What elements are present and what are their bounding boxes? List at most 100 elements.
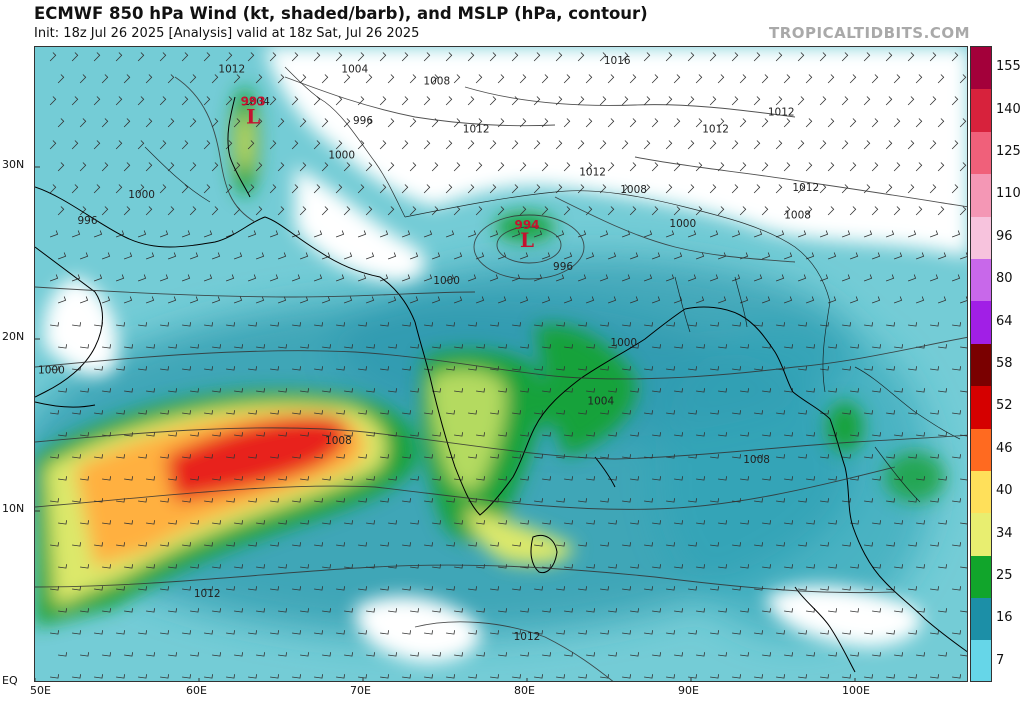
wind-barb [58, 344, 67, 349]
wind-barb [93, 230, 103, 238]
wind-barb [520, 476, 529, 481]
pressure-label: 1008 [423, 75, 450, 87]
wind-barb [49, 184, 57, 194]
wind-barb [819, 96, 827, 106]
wind-barb [585, 74, 593, 84]
wind-barb [586, 344, 595, 349]
wind-barb [586, 432, 595, 437]
wind-barb [93, 140, 101, 150]
wind-barb [608, 520, 617, 525]
wind-barb [534, 366, 543, 371]
wind-barb [819, 230, 829, 238]
wind-barb [248, 410, 257, 415]
wind-barb [446, 366, 455, 371]
wind-barb [72, 410, 81, 415]
wind-barb [424, 366, 433, 371]
wind-barb [776, 410, 785, 415]
wind-barb [797, 184, 805, 194]
pressure-label: 1016 [604, 55, 631, 67]
wind-barb [101, 74, 109, 84]
wind-barb [160, 322, 169, 327]
wind-barb [534, 542, 543, 547]
wind-barb [278, 652, 287, 657]
wind-barb [366, 652, 375, 657]
wind-barb [578, 498, 587, 503]
lon-label: 100E [842, 684, 870, 697]
wind-barb [952, 366, 961, 371]
wind-barb [138, 674, 147, 679]
wind-barb [586, 520, 595, 525]
wind-barb [666, 410, 675, 415]
lon-label: 80E [514, 684, 535, 697]
colorbar-label: 25 [996, 568, 1013, 583]
wind-barb [556, 542, 565, 547]
wind-barb [445, 274, 455, 282]
wind-barb [710, 366, 719, 371]
wind-barb [585, 252, 595, 260]
wind-barb [849, 206, 857, 216]
wind-barb [762, 388, 771, 393]
wind-barb [476, 388, 485, 393]
wind-barb [754, 630, 763, 635]
wind-barb [498, 564, 507, 569]
wind-barb [116, 498, 125, 503]
wind-barb [842, 674, 851, 679]
wind-barb [563, 162, 571, 172]
wind-barb [695, 206, 703, 216]
wind-barb [827, 118, 835, 128]
wind-barb [357, 52, 365, 62]
wind-barb [916, 476, 925, 481]
wind-barb [621, 140, 629, 150]
wind-barb [710, 410, 719, 415]
wind-barb [145, 118, 153, 128]
wind-barb [379, 184, 387, 194]
wind-barb [930, 586, 939, 591]
wind-barb [314, 542, 323, 547]
wind-barb [651, 252, 661, 260]
wind-barb [607, 162, 615, 172]
wind-barb [864, 542, 873, 547]
wind-barb [256, 476, 265, 481]
wind-barb [519, 206, 527, 216]
wind-barb [387, 206, 395, 216]
wind-barb [322, 564, 331, 569]
wind-barb [314, 454, 323, 459]
wind-barb [652, 652, 661, 657]
wind-barb [541, 252, 551, 260]
wind-barb [740, 520, 749, 525]
wind-barb [71, 184, 79, 194]
wind-barb [622, 498, 631, 503]
wind-barb [343, 162, 351, 172]
wind-barb [930, 366, 939, 371]
wind-barb [379, 96, 387, 106]
wind-barb [687, 52, 695, 62]
wind-barb [775, 96, 783, 106]
wind-barb [929, 52, 937, 62]
brand-watermark: TROPICALTIDBITS.COM [769, 24, 970, 42]
wind-barb [864, 454, 873, 459]
wind-barb [401, 52, 409, 62]
wind-barb [666, 674, 675, 679]
wind-barb [211, 296, 221, 304]
wind-barb [556, 322, 565, 327]
wind-barb [423, 140, 431, 150]
wind-barb [292, 674, 301, 679]
wind-barb [49, 52, 57, 62]
wind-barb [849, 162, 857, 172]
wind-barb [577, 96, 585, 106]
wind-barb [50, 674, 59, 679]
wind-barb [335, 96, 343, 106]
wind-barb [908, 454, 917, 459]
wind-barb [731, 184, 739, 194]
colorbar-label: 155 [996, 59, 1021, 75]
wind-barb [797, 230, 807, 238]
wind-barb [475, 206, 483, 216]
wind-barb [145, 296, 155, 304]
wind-barb [908, 498, 917, 503]
wind-barb [211, 118, 219, 128]
wind-barb [226, 630, 235, 635]
wind-barb [761, 296, 771, 304]
wind-barb [247, 140, 255, 150]
wind-barb [454, 344, 463, 349]
wind-barb [409, 296, 419, 304]
